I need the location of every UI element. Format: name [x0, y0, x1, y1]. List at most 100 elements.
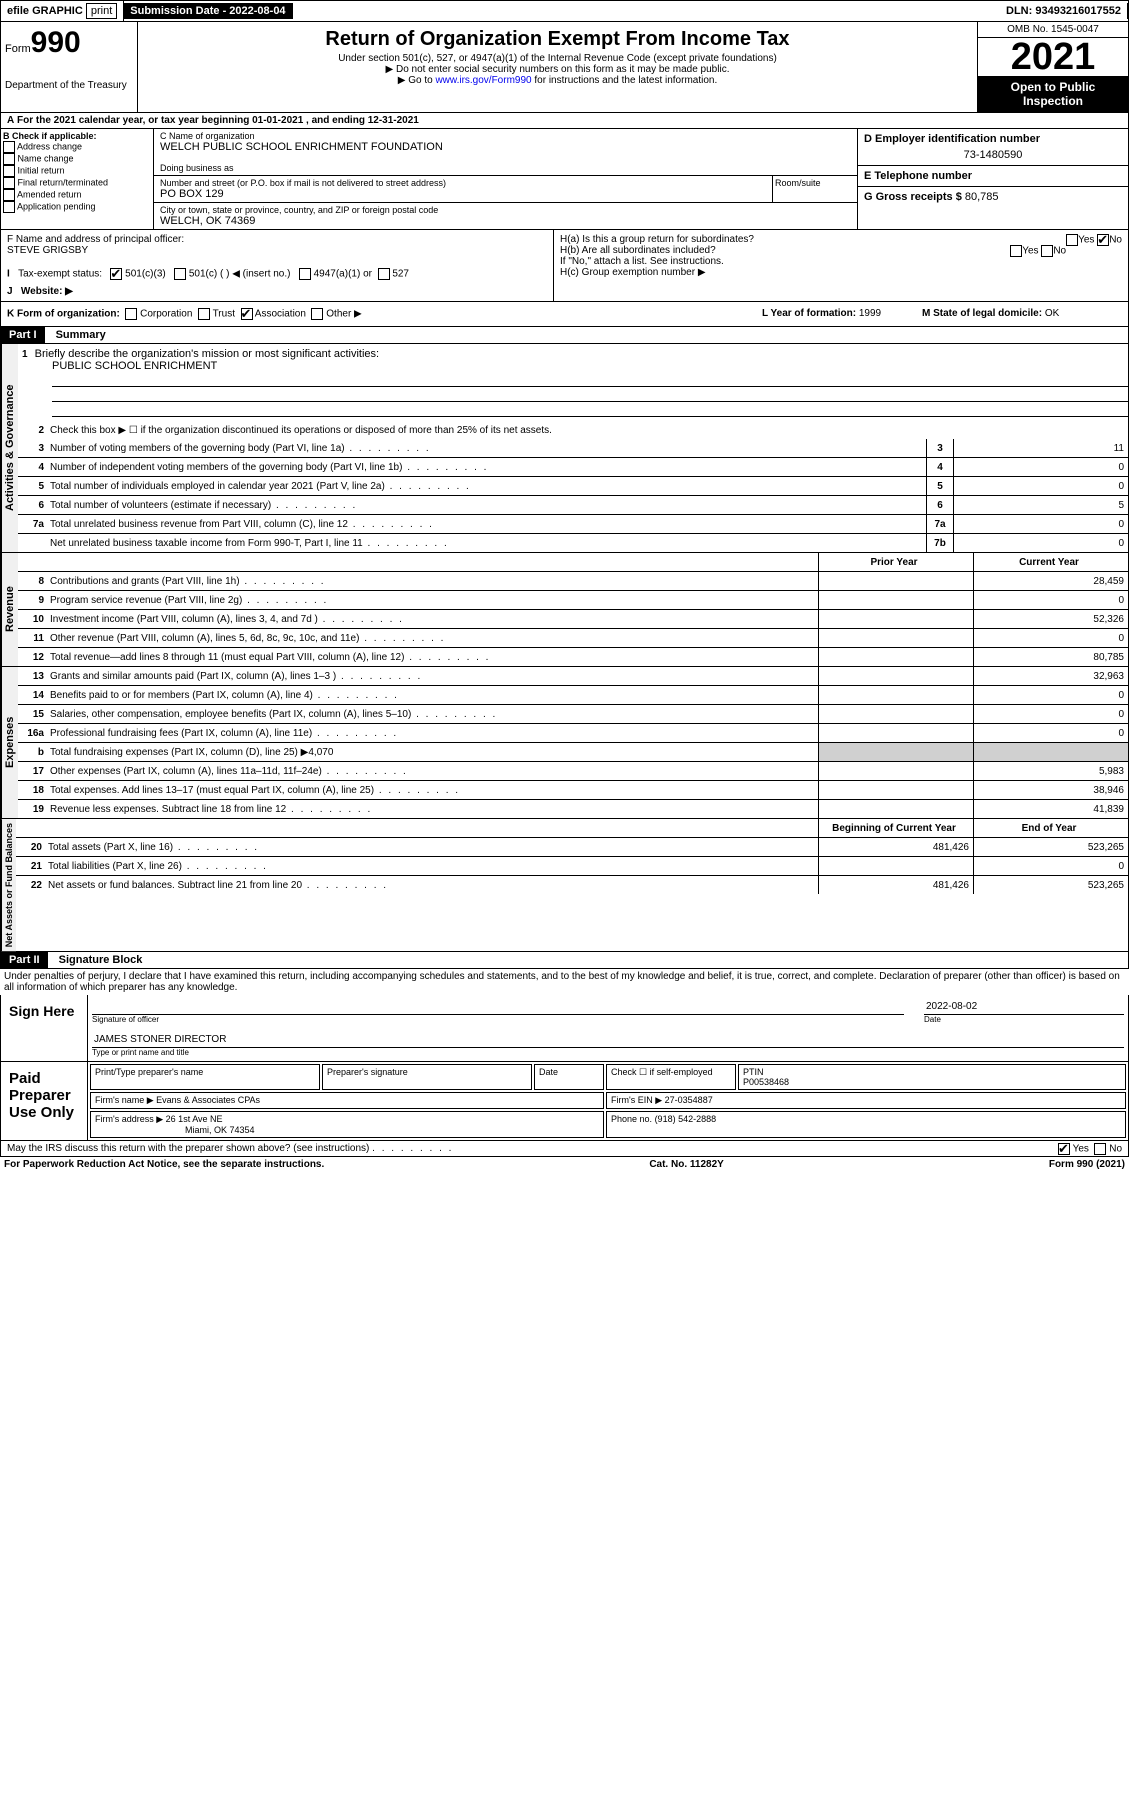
- current-year-header: Current Year: [973, 553, 1128, 571]
- box-b-label: B Check if applicable:: [3, 131, 97, 141]
- box-b-option: Address change: [3, 141, 151, 153]
- footer-mid: Cat. No. 11282Y: [649, 1159, 723, 1170]
- row-j: J Website: ▶: [7, 286, 547, 297]
- org-name: WELCH PUBLIC SCHOOL ENRICHMENT FOUNDATIO…: [160, 141, 851, 153]
- q1-text: Briefly describe the organization's miss…: [35, 348, 379, 360]
- checkbox-4947[interactable]: [299, 268, 311, 280]
- summary-line: 4Number of independent voting members of…: [18, 458, 1128, 477]
- part2-title: Signature Block: [51, 952, 151, 968]
- prior-year-header: Prior Year: [818, 553, 973, 571]
- governance-section: Activities & Governance 1 Briefly descri…: [0, 344, 1129, 553]
- hb-yes[interactable]: [1010, 245, 1022, 257]
- subtitle-1: Under section 501(c), 527, or 4947(a)(1)…: [142, 53, 973, 64]
- part1-title: Summary: [48, 327, 114, 343]
- k-corp[interactable]: [125, 308, 137, 320]
- summary-line: 8Contributions and grants (Part VIII, li…: [18, 572, 1128, 591]
- part1-header-row: Part I Summary: [0, 327, 1129, 344]
- discuss-yes[interactable]: [1058, 1143, 1070, 1155]
- hb-no[interactable]: [1041, 245, 1053, 257]
- row-a-period: A For the 2021 calendar year, or tax yea…: [0, 113, 1129, 129]
- mission-text: PUBLIC SCHOOL ENRICHMENT: [52, 360, 1129, 372]
- officer-label: F Name and address of principal officer:: [7, 234, 547, 245]
- form-title: Return of Organization Exempt From Incom…: [142, 28, 973, 51]
- hb-note: If "No," attach a list. See instructions…: [560, 256, 1122, 267]
- expenses-section: Expenses 13Grants and similar amounts pa…: [0, 667, 1129, 819]
- revenue-vert-label: Revenue: [1, 553, 18, 666]
- firm-phone-label: Phone no.: [611, 1114, 652, 1124]
- summary-line: 21Total liabilities (Part X, line 26)0: [16, 857, 1128, 876]
- summary-line: 11Other revenue (Part VIII, column (A), …: [18, 629, 1128, 648]
- discuss-no[interactable]: [1094, 1143, 1106, 1155]
- firm-addr-label: Firm's address ▶: [95, 1114, 163, 1124]
- k-trust[interactable]: [198, 308, 210, 320]
- revenue-section: Revenue Prior YearCurrent Year 8Contribu…: [0, 553, 1129, 667]
- netassets-section: Net Assets or Fund Balances Beginning of…: [0, 819, 1129, 952]
- ha-yes[interactable]: [1066, 234, 1078, 246]
- ha-row: H(a) Is this a group return for subordin…: [560, 234, 1122, 245]
- row-l: L Year of formation: 1999: [762, 308, 922, 320]
- phone-label: E Telephone number: [864, 170, 972, 182]
- checkbox-501c3[interactable]: [110, 268, 122, 280]
- perjury-statement: Under penalties of perjury, I declare th…: [0, 969, 1129, 995]
- summary-line: 17Other expenses (Part IX, column (A), l…: [18, 762, 1128, 781]
- preparer-table: Print/Type preparer's name Preparer's si…: [88, 1062, 1128, 1140]
- netassets-vert-label: Net Assets or Fund Balances: [1, 819, 16, 951]
- subtitle-3: ▶ Go to www.irs.gov/Form990 for instruct…: [142, 75, 973, 86]
- street-address: PO BOX 129: [160, 188, 766, 200]
- sig-officer-label: Signature of officer: [92, 1015, 904, 1024]
- ptin-value: P00538468: [743, 1077, 789, 1087]
- summary-line: 6Total number of volunteers (estimate if…: [18, 496, 1128, 515]
- gross-receipts-label: G Gross receipts $: [864, 191, 962, 203]
- top-bar: efile GRAPHIC print Submission Date - 20…: [0, 0, 1129, 22]
- header-center: Return of Organization Exempt From Incom…: [138, 22, 977, 112]
- checkbox-527[interactable]: [378, 268, 390, 280]
- box-h: H(a) Is this a group return for subordin…: [554, 230, 1128, 301]
- self-employed-check: Check ☐ if self-employed: [606, 1064, 736, 1090]
- ptin-label: PTIN: [743, 1067, 764, 1077]
- irs-link[interactable]: www.irs.gov/Form990: [435, 75, 531, 86]
- firm-phone: (918) 542-2888: [655, 1114, 717, 1124]
- summary-line: 9Program service revenue (Part VIII, lin…: [18, 591, 1128, 610]
- city-label: City or town, state or province, country…: [160, 205, 851, 215]
- box-b-option: Amended return: [3, 189, 151, 201]
- gross-receipts-value: 80,785: [965, 191, 999, 203]
- box-b-option: Name change: [3, 153, 151, 165]
- header-right: OMB No. 1545-0047 2021 Open to Public In…: [977, 22, 1128, 112]
- summary-line: 7aTotal unrelated business revenue from …: [18, 515, 1128, 534]
- firm-name-label: Firm's name ▶: [95, 1095, 154, 1105]
- k-assoc[interactable]: [241, 308, 253, 320]
- dln: DLN: 93493216017552: [1000, 3, 1128, 19]
- prep-sig-label: Preparer's signature: [322, 1064, 532, 1090]
- summary-line: 5Total number of individuals employed in…: [18, 477, 1128, 496]
- summary-line: 13Grants and similar amounts paid (Part …: [18, 667, 1128, 686]
- row-i: I Tax-exempt status: 501(c)(3) 501(c) ( …: [7, 268, 547, 280]
- prep-name-label: Print/Type preparer's name: [90, 1064, 320, 1090]
- sig-date: 2022-08-02: [924, 999, 1124, 1015]
- part2-label: Part II: [1, 952, 48, 968]
- k-other[interactable]: [311, 308, 323, 320]
- governance-vert-label: Activities & Governance: [1, 344, 18, 552]
- summary-line: 12Total revenue—add lines 8 through 11 (…: [18, 648, 1128, 666]
- box-b-option: Final return/terminated: [3, 177, 151, 189]
- end-year-header: End of Year: [973, 819, 1128, 837]
- row-k: K Form of organization: Corporation Trus…: [7, 308, 762, 320]
- summary-line: 18Total expenses. Add lines 13–17 (must …: [18, 781, 1128, 800]
- form-header: Form990 Department of the Treasury Retur…: [0, 22, 1129, 113]
- summary-line: 22Net assets or fund balances. Subtract …: [16, 876, 1128, 894]
- ha-no[interactable]: [1097, 234, 1109, 246]
- subtitle-2: ▶ Do not enter social security numbers o…: [142, 64, 973, 75]
- section-klm: K Form of organization: Corporation Trus…: [0, 302, 1129, 327]
- summary-line: 20Total assets (Part X, line 16)481,4265…: [16, 838, 1128, 857]
- print-button[interactable]: print: [86, 3, 117, 19]
- checkbox-501c[interactable]: [174, 268, 186, 280]
- box-c: C Name of organization WELCH PUBLIC SCHO…: [154, 129, 857, 229]
- city-state-zip: WELCH, OK 74369: [160, 215, 851, 227]
- box-de: D Employer identification number 73-1480…: [857, 129, 1128, 229]
- part1-label: Part I: [1, 327, 45, 343]
- footer-right: Form 990 (2021): [1049, 1159, 1125, 1170]
- efile-label: efile GRAPHIC print: [1, 1, 124, 21]
- dept-label: Department of the Treasury: [5, 80, 133, 91]
- firm-addr1: 26 1st Ave NE: [166, 1114, 223, 1124]
- header-left: Form990 Department of the Treasury: [1, 22, 138, 112]
- summary-line: 19Revenue less expenses. Subtract line 1…: [18, 800, 1128, 818]
